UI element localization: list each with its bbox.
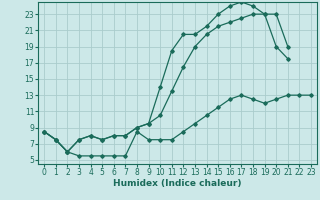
- X-axis label: Humidex (Indice chaleur): Humidex (Indice chaleur): [113, 179, 242, 188]
